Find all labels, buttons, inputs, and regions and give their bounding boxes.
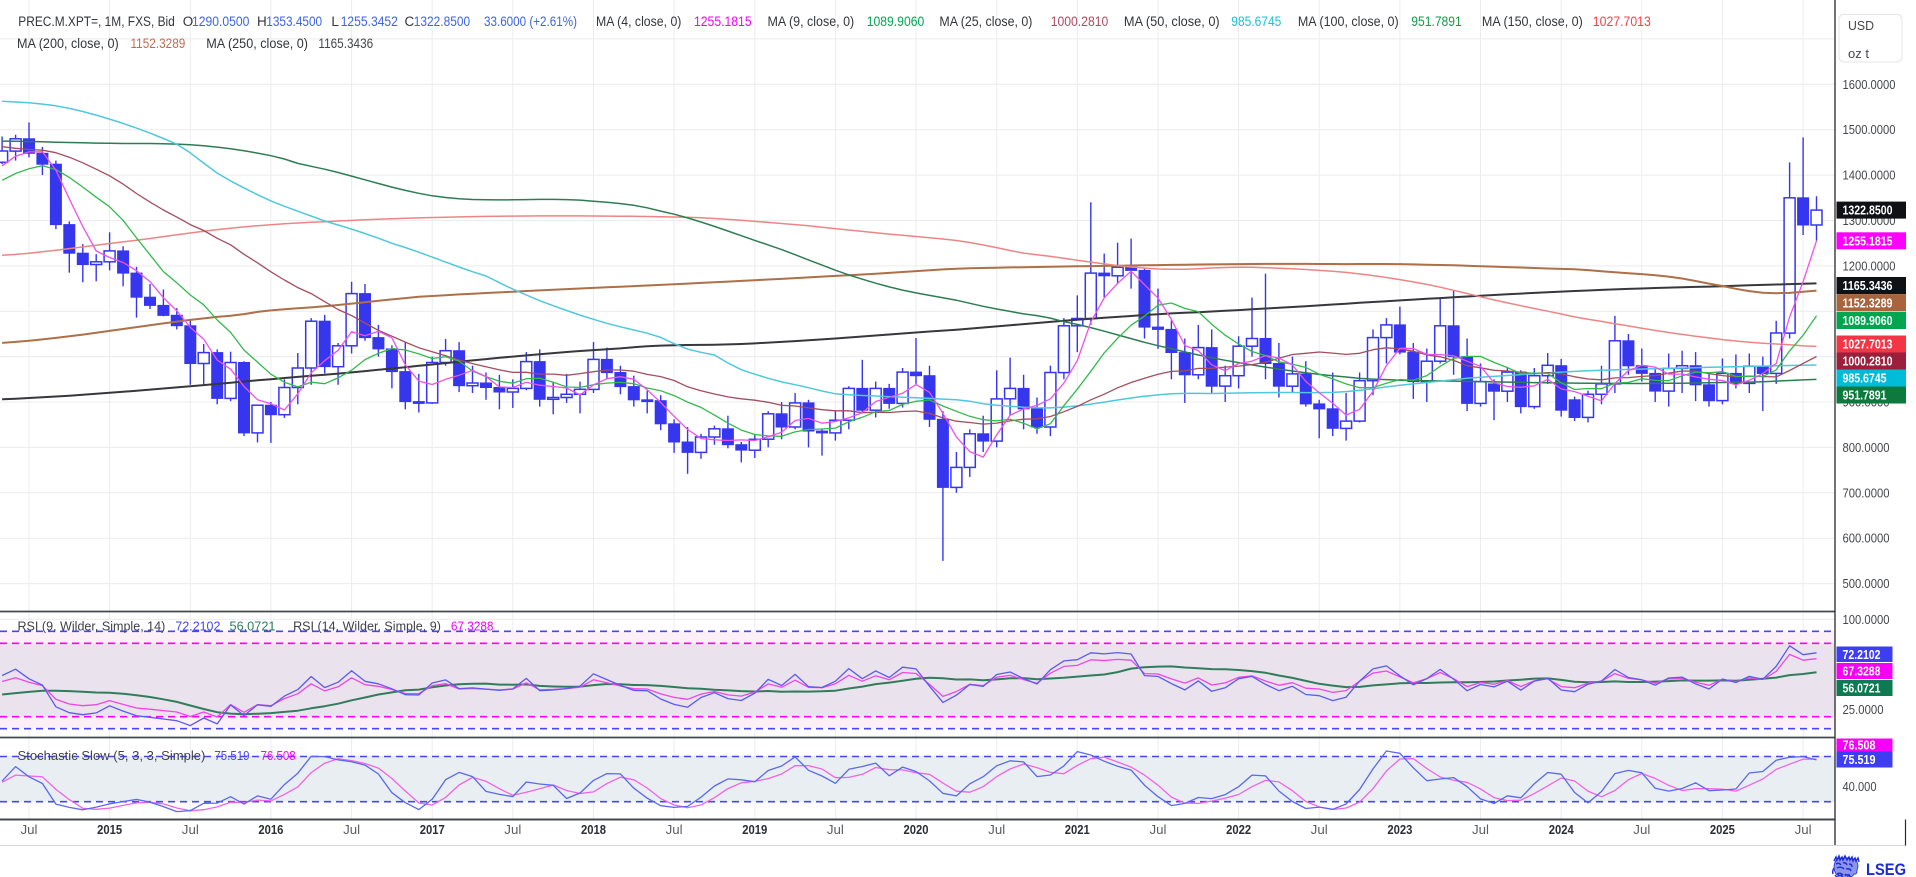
svg-text:25.0000: 25.0000: [1843, 703, 1884, 717]
svg-text:1600.0000: 1600.0000: [1843, 78, 1896, 92]
svg-text:MA (150, close, 0): MA (150, close, 0): [1482, 14, 1583, 29]
svg-text:PREC.M.XPT=, 1M, FXS, Bid: PREC.M.XPT=, 1M, FXS, Bid: [18, 14, 175, 29]
svg-text:MA (200, close, 0): MA (200, close, 0): [17, 36, 119, 51]
svg-text:MA (25, close, 0): MA (25, close, 0): [939, 14, 1032, 29]
svg-text:40.000: 40.000: [1843, 780, 1877, 794]
svg-text:2016: 2016: [258, 822, 283, 837]
svg-text:56.0721: 56.0721: [230, 619, 276, 634]
svg-text:1089.9060: 1089.9060: [1843, 314, 1893, 328]
svg-text:LSEG: LSEG: [1866, 860, 1906, 877]
svg-text:Jul: Jul: [504, 823, 521, 837]
svg-text:Jul: Jul: [1311, 823, 1328, 837]
svg-text:1500.0000: 1500.0000: [1843, 123, 1896, 137]
svg-text:600.0000: 600.0000: [1843, 532, 1890, 546]
svg-text:1000.2810: 1000.2810: [1051, 14, 1109, 29]
svg-text:L: L: [331, 14, 339, 29]
svg-text:985.6745: 985.6745: [1231, 14, 1281, 29]
svg-text:RSI (14, Wilder, Simple, 9): RSI (14, Wilder, Simple, 9): [293, 619, 441, 634]
svg-text:Jul: Jul: [1795, 823, 1812, 837]
svg-text:1255.1815: 1255.1815: [1843, 234, 1893, 248]
svg-text:2020: 2020: [904, 822, 929, 837]
svg-text:MA (50, close, 0): MA (50, close, 0): [1124, 14, 1220, 29]
svg-text:1255.3452: 1255.3452: [341, 14, 398, 29]
svg-text:56.0721: 56.0721: [1843, 682, 1881, 696]
svg-text:MA (100, close, 0): MA (100, close, 0): [1298, 14, 1399, 29]
svg-text:1200.0000: 1200.0000: [1843, 259, 1896, 273]
svg-text:1089.9060: 1089.9060: [867, 14, 925, 29]
svg-text:100.0000: 100.0000: [1843, 613, 1890, 627]
svg-text:75.519: 75.519: [214, 748, 249, 763]
svg-text:1000.2810: 1000.2810: [1843, 355, 1893, 369]
svg-text:MA (250, close, 0): MA (250, close, 0): [206, 36, 308, 51]
svg-text:Jul: Jul: [1150, 823, 1167, 837]
svg-text:2019: 2019: [742, 822, 767, 837]
svg-text:76.508: 76.508: [1843, 739, 1876, 753]
svg-text:USD: USD: [1848, 19, 1874, 33]
svg-text:2022: 2022: [1226, 822, 1251, 837]
svg-text:33.6000 (+2.61%): 33.6000 (+2.61%): [484, 14, 577, 29]
svg-text:MA (9, close, 0): MA (9, close, 0): [768, 14, 855, 29]
svg-text:1152.3289: 1152.3289: [1843, 296, 1893, 310]
svg-text:72.2102: 72.2102: [175, 619, 220, 634]
svg-text:700.0000: 700.0000: [1843, 486, 1890, 500]
svg-text:2017: 2017: [420, 822, 445, 837]
svg-text:Jul: Jul: [182, 823, 199, 837]
svg-text:1027.7013: 1027.7013: [1843, 338, 1893, 352]
svg-text:2023: 2023: [1387, 822, 1412, 837]
svg-text:72.2102: 72.2102: [1843, 648, 1881, 662]
svg-text:1322.8500: 1322.8500: [414, 14, 470, 29]
svg-text:2015: 2015: [97, 822, 122, 837]
svg-text:2018: 2018: [581, 822, 606, 837]
svg-text:800.0000: 800.0000: [1843, 441, 1890, 455]
svg-text:1165.3436: 1165.3436: [1843, 279, 1893, 293]
svg-text:Jul: Jul: [21, 823, 38, 837]
svg-text:Stochastic Slow (5, 3, 3, Simp: Stochastic Slow (5, 3, 3, Simple): [18, 748, 206, 763]
svg-text:76.508: 76.508: [261, 748, 296, 763]
svg-text:75.519: 75.519: [1843, 753, 1876, 767]
svg-text:Jul: Jul: [343, 823, 360, 837]
svg-text:2025: 2025: [1710, 822, 1735, 837]
svg-text:67.3288: 67.3288: [451, 619, 494, 634]
svg-text:67.3288: 67.3288: [1843, 665, 1881, 679]
svg-text:oz t: oz t: [1848, 47, 1870, 61]
svg-text:O: O: [183, 14, 194, 29]
svg-text:MA (4, close, 0): MA (4, close, 0): [596, 14, 681, 29]
svg-text:1322.8500: 1322.8500: [1843, 204, 1893, 218]
svg-text:RSI (9, Wilder, Simple, 14): RSI (9, Wilder, Simple, 14): [18, 619, 166, 634]
svg-text:951.7891: 951.7891: [1843, 389, 1887, 403]
svg-text:1353.4500: 1353.4500: [266, 14, 322, 29]
svg-text:Jul: Jul: [988, 823, 1005, 837]
svg-text:2021: 2021: [1065, 822, 1090, 837]
svg-text:1027.7013: 1027.7013: [1593, 14, 1651, 29]
svg-text:H: H: [257, 14, 267, 29]
svg-text:Jul: Jul: [1472, 823, 1489, 837]
svg-text:951.7891: 951.7891: [1411, 14, 1461, 29]
svg-text:2024: 2024: [1549, 822, 1575, 837]
svg-text:C: C: [405, 14, 415, 29]
svg-text:Jul: Jul: [666, 823, 683, 837]
svg-text:1165.3436: 1165.3436: [318, 36, 373, 51]
svg-text:1255.1815: 1255.1815: [694, 14, 752, 29]
svg-text:985.6745: 985.6745: [1843, 372, 1887, 386]
svg-text:1290.0500: 1290.0500: [192, 14, 249, 29]
svg-text:Jul: Jul: [827, 823, 844, 837]
svg-text:1400.0000: 1400.0000: [1843, 169, 1896, 183]
svg-text:Jul: Jul: [1633, 823, 1650, 837]
svg-text:500.0000: 500.0000: [1843, 577, 1890, 591]
svg-text:1152.3289: 1152.3289: [131, 36, 186, 51]
